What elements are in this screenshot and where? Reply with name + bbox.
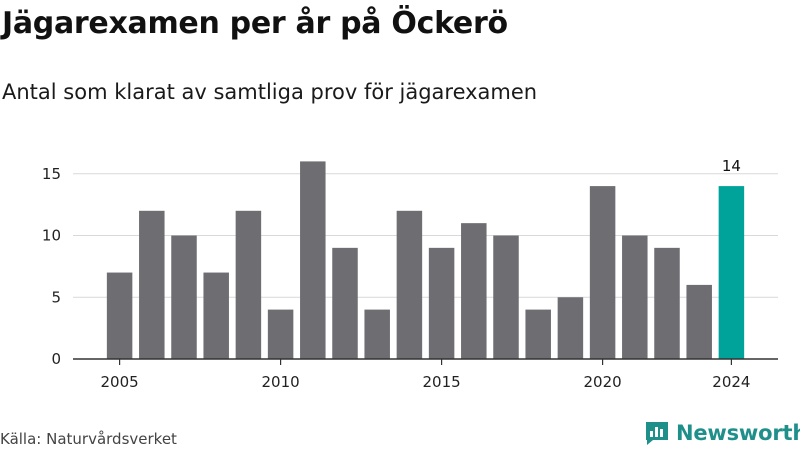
x-tick-label: 2015 xyxy=(423,373,461,391)
source-note: Källa: Naturvårdsverket xyxy=(0,430,177,448)
y-tick-label: 5 xyxy=(51,288,61,306)
bars xyxy=(106,161,745,359)
bar-2024 xyxy=(718,186,745,359)
y-tick-label: 10 xyxy=(42,227,61,245)
chart-subtitle: Antal som klarat av samtliga prov för jä… xyxy=(2,80,538,104)
axes: 0 5 10 15 2005 2010 2015 2020 2024 xyxy=(42,165,778,391)
x-tick-label: 2005 xyxy=(101,373,139,391)
bar-2010 xyxy=(267,309,294,359)
bar-2022 xyxy=(654,247,680,359)
bar-2016 xyxy=(461,223,487,359)
x-tick-label: 2020 xyxy=(584,373,622,391)
bar-2020 xyxy=(589,186,616,359)
data-label-2024: 14 xyxy=(722,157,741,175)
bar-chart: 14 0 5 10 15 2005 2010 2015 2020 2024 xyxy=(42,157,778,391)
bar-2017 xyxy=(493,235,519,359)
y-tick-label: 0 xyxy=(51,350,61,368)
brand-logo: Newsworthy xyxy=(644,420,800,446)
brand-name: Newsworthy xyxy=(676,421,800,445)
y-tick-label: 15 xyxy=(42,165,61,183)
bar-2007 xyxy=(171,235,197,359)
bar-2013 xyxy=(364,309,390,359)
bar-2005 xyxy=(106,272,133,359)
x-tick-label: 2010 xyxy=(262,373,300,391)
bar-2008 xyxy=(203,272,229,359)
bar-2006 xyxy=(139,210,165,359)
bar-2011 xyxy=(300,161,326,359)
x-tick-label: 2024 xyxy=(712,373,750,391)
bar-2018 xyxy=(525,309,551,359)
newsworthy-logo-icon xyxy=(646,422,668,445)
data-labels: 14 xyxy=(722,157,741,175)
bar-2023 xyxy=(686,284,712,359)
bar-2019 xyxy=(557,297,584,359)
bar-2015 xyxy=(428,247,455,359)
bar-2014 xyxy=(396,210,423,359)
bar-2009 xyxy=(235,210,262,359)
bar-2012 xyxy=(332,247,358,359)
bar-2021 xyxy=(622,235,648,359)
chart-title: Jägarexamen per år på Öckerö xyxy=(2,6,508,41)
